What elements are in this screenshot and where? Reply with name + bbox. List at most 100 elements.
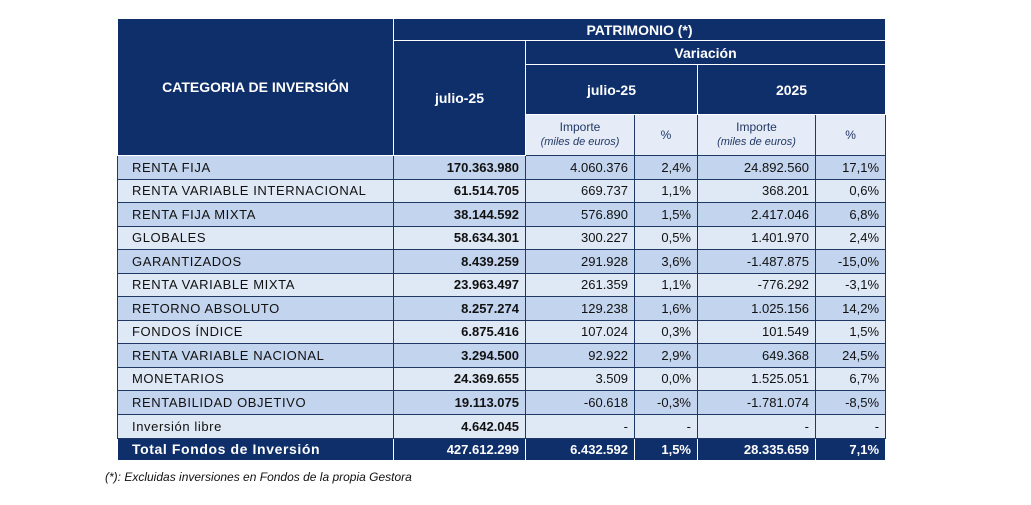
header-patrimonio: PATRIMONIO (*) — [392, 18, 887, 41]
total-value: 1,5% — [634, 437, 698, 461]
header-category: CATEGORIA DE INVERSIÓN — [117, 18, 394, 156]
category-cell: RENTABILIDAD OBJETIVO — [117, 390, 394, 415]
total-value: 6.432.592 — [525, 437, 635, 461]
table-row: RENTA VARIABLE NACIONAL 3.294.500 92.922 2,… — [117, 343, 887, 368]
value-cell: 649.368 — [697, 343, 816, 368]
value-cell: 2,9% — [634, 343, 698, 368]
value-cell: -8,5% — [814, 390, 887, 415]
header-month: julio-25 — [393, 40, 526, 156]
value-cell: 19.113.075 — [393, 390, 526, 415]
value-cell: 261.359 — [525, 272, 635, 297]
value-cell: 3.509 — [525, 366, 635, 391]
table-row: RENTA VARIABLE INTERNACIONAL 61.514.705 66… — [117, 178, 887, 203]
value-cell: 6,7% — [814, 366, 887, 391]
value-cell: 2,4% — [814, 225, 887, 250]
value-cell: 92.922 — [525, 343, 635, 368]
value-cell: 2,4% — [634, 155, 698, 180]
value-cell: 129.238 — [525, 296, 635, 321]
value-cell: -3,1% — [814, 272, 887, 297]
value-cell: 1.025.156 — [697, 296, 816, 321]
header-var-year: 2025 — [696, 64, 887, 115]
total-value: 427.612.299 — [393, 437, 526, 461]
subheader: Importe (miles de euros) — [525, 114, 635, 156]
table-row: FONDOS ÍNDICE 6.875.416 107.024 0,3% 101.549… — [117, 319, 887, 344]
value-cell: 17,1% — [814, 155, 887, 180]
total-value: 28.335.659 — [697, 437, 816, 461]
value-cell: 23.963.497 — [393, 272, 526, 297]
subheader: Importe (miles de euros) — [697, 114, 816, 156]
value-cell: -1.487.875 — [697, 249, 816, 274]
value-cell: 24,5% — [814, 343, 887, 368]
subheader: % — [814, 114, 887, 156]
value-cell: 58.634.301 — [393, 225, 526, 250]
category-cell: RENTA FIJA — [117, 155, 394, 180]
table-row: RENTA FIJA 170.363.980 4.060.376 2,4% 24.892… — [117, 155, 887, 180]
value-cell: 1,5% — [634, 202, 698, 227]
table-row: RENTA VARIABLE MIXTA 23.963.497 261.359 1,1… — [117, 272, 887, 297]
value-cell: 14,2% — [814, 296, 887, 321]
value-cell: 101.549 — [697, 319, 816, 344]
subheader-unit: (miles de euros) — [717, 136, 796, 148]
value-cell: -0,3% — [634, 390, 698, 415]
value-cell: 38.144.592 — [393, 202, 526, 227]
value-cell: - — [814, 413, 887, 439]
value-cell: 0,3% — [634, 319, 698, 344]
category-cell: FONDOS ÍNDICE — [117, 319, 394, 344]
table-row: MONETARIOS 24.369.655 3.509 0,0% 1.525.051 6,… — [117, 366, 887, 391]
table-row: GARANTIZADOS 8.439.259 291.928 3,6% -1.487.8… — [117, 249, 887, 274]
value-cell: 170.363.980 — [393, 155, 526, 180]
category-cell: RENTA VARIABLE MIXTA — [117, 272, 394, 297]
value-cell: 8.439.259 — [393, 249, 526, 274]
value-cell: 669.737 — [525, 178, 635, 203]
category-cell: GARANTIZADOS — [117, 249, 394, 274]
value-cell: 24.892.560 — [697, 155, 816, 180]
total-row: Total Fondos de Inversión 427.612.299 6.43… — [117, 437, 887, 461]
category-cell: GLOBALES — [117, 225, 394, 250]
total-value: 7,1% — [814, 437, 887, 461]
value-cell: -776.292 — [697, 272, 816, 297]
category-cell: RENTA VARIABLE NACIONAL — [117, 343, 394, 368]
value-cell: - — [525, 413, 635, 439]
category-cell: RENTA VARIABLE INTERNACIONAL — [117, 178, 394, 203]
category-cell: Inversión libre — [117, 413, 394, 439]
value-cell: -1.781.074 — [697, 390, 816, 415]
category-cell: RENTA FIJA MIXTA — [117, 202, 394, 227]
value-cell: 576.890 — [525, 202, 635, 227]
total-label: Total Fondos de Inversión — [117, 437, 394, 461]
value-cell: 300.227 — [525, 225, 635, 250]
value-cell: 6.875.416 — [393, 319, 526, 344]
header-var-month: julio-25 — [525, 64, 698, 115]
category-cell: MONETARIOS — [117, 366, 394, 391]
value-cell: 6,8% — [814, 202, 887, 227]
value-cell: 291.928 — [525, 249, 635, 274]
value-cell: 1,1% — [634, 178, 698, 203]
value-cell: 1,5% — [814, 319, 887, 344]
value-cell: 24.369.655 — [393, 366, 526, 391]
value-cell: 2.417.046 — [697, 202, 816, 227]
value-cell: 3,6% — [634, 249, 698, 274]
value-cell: 1,6% — [634, 296, 698, 321]
subheader-label: % — [845, 127, 856, 142]
value-cell: 1,1% — [634, 272, 698, 297]
fund-table: CATEGORIA DE INVERSIÓN PATRIMONIO (*) ju… — [117, 18, 887, 461]
value-cell: -60.618 — [525, 390, 635, 415]
value-cell: - — [697, 413, 816, 439]
value-cell: 1.401.970 — [697, 225, 816, 250]
value-cell: 61.514.705 — [393, 178, 526, 203]
value-cell: 0,6% — [814, 178, 887, 203]
subheader-label: Importe — [736, 120, 777, 134]
table-row: RETORNO ABSOLUTO 8.257.274 129.238 1,6% 1.02… — [117, 296, 887, 321]
table-row: GLOBALES 58.634.301 300.227 0,5% 1.401.970 2,… — [117, 225, 887, 250]
value-cell: 368.201 — [697, 178, 816, 203]
header-variacion: Variación — [524, 40, 887, 65]
value-cell: 107.024 — [525, 319, 635, 344]
value-cell: 4.642.045 — [393, 413, 526, 439]
value-cell: 8.257.274 — [393, 296, 526, 321]
value-cell: - — [634, 413, 698, 439]
table-row: RENTA FIJA MIXTA 38.144.592 576.890 1,5% 2.4… — [117, 202, 887, 227]
subheader-unit: (miles de euros) — [540, 136, 620, 148]
subheader: % — [634, 114, 698, 156]
value-cell: 1.525.051 — [697, 366, 816, 391]
value-cell: 0,5% — [634, 225, 698, 250]
